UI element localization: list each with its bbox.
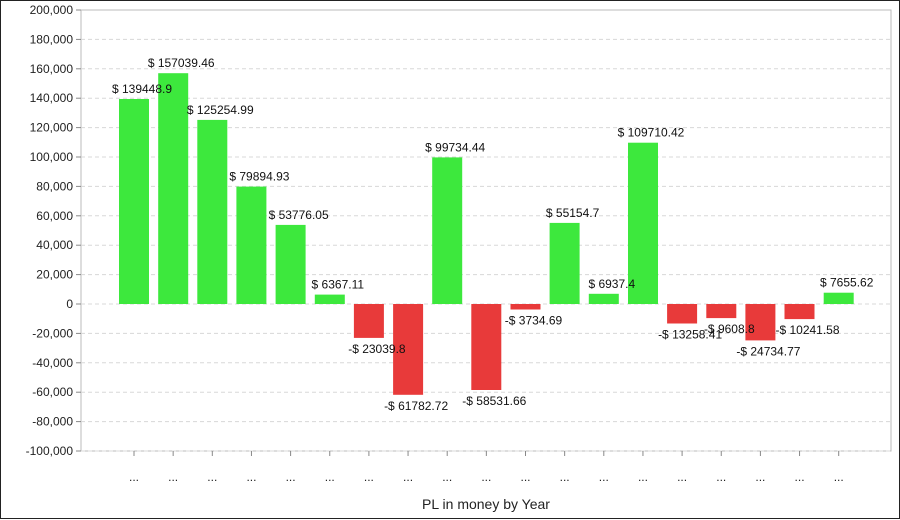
- bar[interactable]: [667, 304, 698, 324]
- data-label: -$ 3734.69: [505, 314, 563, 328]
- bar[interactable]: [471, 304, 502, 390]
- x-tick-label: ...: [795, 470, 805, 484]
- data-label: $ 7655.62: [820, 276, 874, 290]
- bar[interactable]: [588, 293, 619, 304]
- grid-lines: [81, 38, 891, 452]
- bar[interactable]: [393, 304, 424, 395]
- x-tick-label: ...: [403, 470, 413, 484]
- data-label: -$ 58531.66: [462, 394, 526, 408]
- bar[interactable]: [197, 119, 228, 305]
- x-tick-label: ...: [834, 470, 844, 484]
- data-label: -$ 13258.41: [658, 328, 722, 342]
- x-tick-label: ...: [207, 470, 217, 484]
- x-tick-label: ...: [442, 470, 452, 484]
- y-tick-label: 20,000: [36, 268, 73, 282]
- bar[interactable]: [275, 224, 306, 304]
- y-tick-label: 160,000: [30, 62, 74, 76]
- bar[interactable]: [236, 186, 267, 304]
- data-label: $ 99734.44: [425, 140, 485, 154]
- y-tick-label: 40,000: [36, 238, 73, 252]
- bar[interactable]: [158, 73, 189, 304]
- data-label: -$ 10241.58: [775, 323, 839, 337]
- y-tick-label: 100,000: [30, 150, 74, 164]
- x-tick-label: ...: [755, 470, 765, 484]
- x-tick-label: ...: [129, 470, 139, 484]
- x-tick-label: ...: [560, 470, 570, 484]
- bar[interactable]: [510, 304, 541, 310]
- data-labels: $ 139448.9 $ 157039.46 $ 125254.99 $ 79894.…: [112, 56, 874, 413]
- y-tick-label: -20,000: [32, 326, 73, 340]
- x-tick-label: ...: [638, 470, 648, 484]
- data-label: $ 53776.05: [269, 208, 329, 222]
- bar[interactable]: [432, 157, 463, 304]
- y-tick-label: -80,000: [32, 415, 73, 429]
- x-tick-label: ...: [599, 470, 609, 484]
- y-tick-label: -100,000: [26, 444, 74, 458]
- bar[interactable]: [823, 292, 854, 304]
- data-label: $ 109710.42: [618, 126, 685, 140]
- data-label: $ 125254.99: [187, 103, 254, 117]
- y-tick-label: 80,000: [36, 179, 73, 193]
- y-tick-label: 140,000: [30, 91, 74, 105]
- bar-series: [119, 73, 854, 395]
- bar[interactable]: [549, 222, 580, 304]
- data-label: -$ 61782.72: [384, 399, 448, 413]
- data-label: $ 79894.93: [229, 170, 289, 184]
- data-label: $ 6367.11: [312, 278, 365, 292]
- x-axis-ticks: ........................................…: [129, 451, 844, 484]
- bar[interactable]: [314, 294, 345, 304]
- data-label: $ 157039.46: [148, 56, 215, 70]
- x-tick-label: ...: [520, 470, 530, 484]
- data-label: -$ 9608.8: [704, 322, 755, 336]
- x-tick-label: ...: [364, 470, 374, 484]
- data-label: $ 55154.7: [546, 206, 600, 220]
- data-label: -$ 24734.77: [736, 344, 800, 358]
- y-tick-label: -60,000: [32, 385, 73, 399]
- data-label: $ 139448.9: [112, 82, 172, 96]
- bar[interactable]: [706, 304, 737, 319]
- y-tick-label: 60,000: [36, 209, 73, 223]
- x-tick-label: ...: [716, 470, 726, 484]
- x-tick-label: ...: [168, 470, 178, 484]
- y-tick-label: 0: [66, 297, 73, 311]
- y-tick-label: -40,000: [32, 356, 73, 370]
- x-axis-title: PL in money by Year: [422, 496, 550, 512]
- bar[interactable]: [353, 304, 384, 338]
- data-label: -$ 23039.8: [348, 342, 406, 356]
- x-tick-label: ...: [677, 470, 687, 484]
- bar[interactable]: [119, 99, 149, 304]
- x-tick-label: ...: [286, 470, 296, 484]
- y-tick-label: 120,000: [30, 121, 74, 135]
- x-tick-label: ...: [481, 470, 491, 484]
- bar[interactable]: [628, 142, 658, 304]
- y-tick-label: 200,000: [30, 3, 74, 17]
- y-axis-ticks: 200,000 180,000 160,000 140,000 120,000 100,0…: [26, 3, 81, 458]
- bar[interactable]: [784, 304, 815, 320]
- data-label: $ 6937.4: [588, 277, 635, 291]
- x-tick-label: ...: [325, 470, 335, 484]
- y-tick-label: 180,000: [30, 32, 74, 46]
- x-tick-label: ...: [246, 470, 256, 484]
- bar[interactable]: [745, 304, 776, 341]
